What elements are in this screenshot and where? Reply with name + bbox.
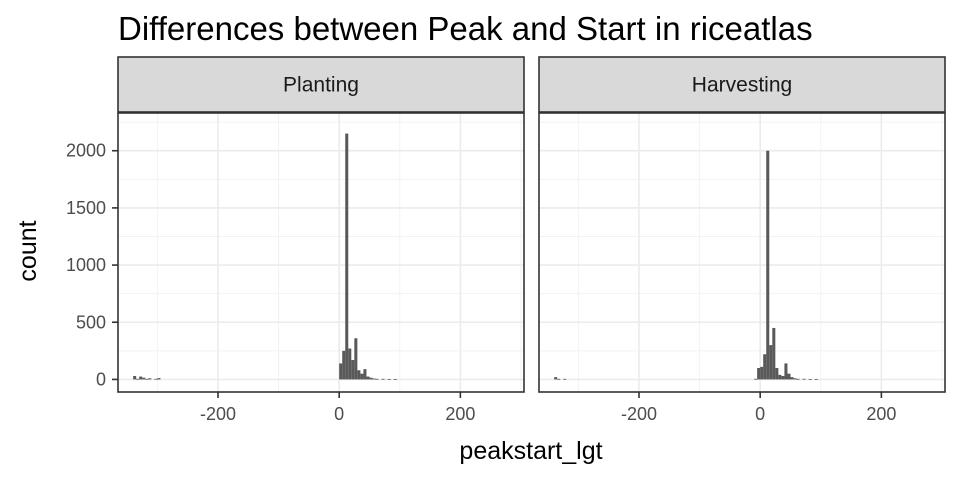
histogram-bar: [372, 378, 376, 380]
panel-border: [117, 112, 525, 393]
histogram-bar: [157, 378, 161, 380]
histogram-bar: [793, 378, 797, 380]
histogram-bar: [148, 378, 152, 380]
x-tick-label: 0: [334, 404, 344, 424]
x-tick-label: 200: [866, 404, 896, 424]
panel-background: [539, 113, 945, 392]
histogram-bar: [760, 366, 764, 380]
histogram-bar: [772, 327, 776, 380]
panel-border: [538, 112, 946, 393]
x-tick-label: -200: [200, 404, 236, 424]
histogram-bar: [790, 377, 794, 380]
y-tick-label: 500: [76, 312, 106, 332]
histogram-bar: [133, 375, 137, 380]
y-axis: 0 500 1000 1500 2000: [66, 141, 118, 389]
histogram-bar: [375, 378, 379, 380]
histogram-bar: [363, 369, 367, 380]
x-tick-label: -200: [621, 404, 657, 424]
histogram-bar: [814, 379, 818, 380]
histogram-bar: [360, 373, 364, 380]
histogram-bar: [781, 375, 785, 380]
histogram-bar: [796, 378, 800, 380]
chart-title: Differences between Peak and Start in ri…: [118, 10, 813, 47]
y-tick-label: 1500: [66, 198, 106, 218]
histogram-bar: [339, 363, 343, 380]
histogram-bar: [369, 377, 373, 380]
histogram-bar: [354, 338, 358, 380]
histogram-bar: [366, 376, 370, 380]
histogram-bar: [145, 378, 149, 380]
histogram-bar: [345, 133, 349, 380]
histogram-bar: [139, 376, 143, 380]
histogram-bar: [381, 378, 385, 380]
histogram-bar: [808, 379, 812, 380]
facet-strip: [538, 56, 946, 113]
histogram-bar: [154, 378, 158, 380]
histogram-bar: [357, 370, 361, 380]
panel-background: [118, 113, 524, 392]
facet-strip: [117, 56, 525, 113]
facet-strip-label: Harvesting: [692, 74, 792, 97]
histogram-bar: [769, 345, 773, 380]
y-axis-title: count: [14, 220, 42, 281]
histogram-bar: [563, 378, 567, 380]
histogram-bar: [142, 377, 146, 380]
facet-panel-1: Harvesting -200 0 200: [538, 56, 946, 424]
histogram-bar: [775, 367, 779, 380]
y-tick-label: 0: [96, 369, 106, 389]
histogram-bar: [557, 378, 561, 380]
x-tick-label: 200: [445, 404, 475, 424]
histogram-bar: [802, 378, 806, 380]
histogram-bar: [778, 374, 782, 380]
histogram-bar: [784, 363, 788, 380]
histogram-bar: [787, 373, 791, 380]
histogram-bar: [554, 377, 558, 380]
histogram-bar: [763, 354, 767, 380]
histogram-bar: [766, 150, 770, 380]
facet-strip-label: Planting: [283, 74, 359, 97]
histogram-bar: [351, 359, 355, 380]
histogram-bar: [754, 378, 758, 380]
histogram-bar: [342, 350, 346, 380]
histogram-bar: [387, 379, 391, 380]
histogram-bar: [136, 378, 140, 380]
facet-panel-0: Planting -200 0 200: [117, 56, 525, 424]
y-tick-label: 1000: [66, 255, 106, 275]
x-axis-title: peakstart_lgt: [459, 437, 602, 465]
x-tick-label: 0: [755, 404, 765, 424]
y-tick-label: 2000: [66, 141, 106, 161]
facet-panels: Planting -200 0 200 Harvesting -200 0 200: [117, 56, 946, 424]
histogram-bar: [757, 367, 761, 380]
histogram-bar: [393, 379, 397, 380]
histogram-bar: [348, 348, 352, 380]
